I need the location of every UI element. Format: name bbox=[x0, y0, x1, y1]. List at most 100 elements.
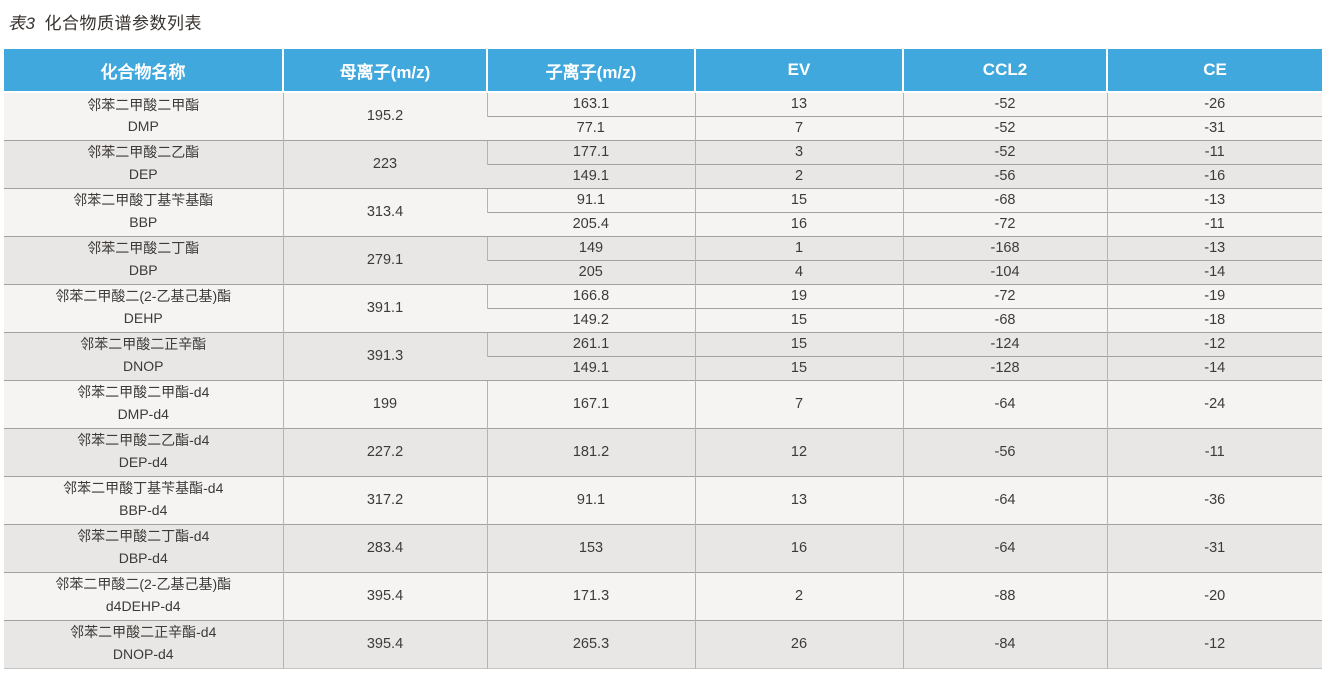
ce-cell: -24 bbox=[1106, 379, 1322, 428]
compound-name-cell: 邻苯二甲酸二正辛酯 DNOP bbox=[4, 331, 283, 380]
ccl2-cell: -88 bbox=[902, 571, 1107, 620]
compound-abbr: DBP-d4 bbox=[118, 550, 168, 566]
compound-name-cn: 邻苯二甲酸二乙酯 bbox=[87, 144, 200, 161]
daughter-ion-cell: 181.2 bbox=[486, 427, 695, 476]
table-header: 化合物名称 母离子(m/z) 子离子(m/z) EV CCL2 CE bbox=[4, 49, 1322, 93]
compound-name-cn: 邻苯二甲酸二甲酯 bbox=[87, 96, 200, 113]
ev-cell: 16 bbox=[694, 211, 903, 236]
compound-abbr: DMP bbox=[127, 118, 159, 135]
daughter-ion-cell: 91.1 bbox=[486, 187, 695, 212]
ce-cell: -13 bbox=[1106, 187, 1322, 212]
compound-name-cell: 邻苯二甲酸二甲酯-d4 DMP-d4 bbox=[4, 379, 283, 428]
ce-cell: -20 bbox=[1106, 571, 1322, 620]
table-row: 邻苯二甲酸二(2-乙基己基)酯 DEHP 391.1 166.8 19 -72 -19 bbox=[4, 283, 1322, 332]
compound-name-cell: 邻苯二甲酸二丁酯 DBP bbox=[4, 235, 283, 284]
ce-cell: -14 bbox=[1106, 259, 1322, 284]
table-body: 邻苯二甲酸二甲酯 DMP 195.2 163.1 13 -52 -26 77.1 7 -52 -31… bbox=[4, 92, 1322, 668]
ce-cell: -31 bbox=[1106, 115, 1322, 140]
compound-name-cn: 邻苯二甲酸丁基苄基酯-d4 bbox=[63, 480, 224, 497]
compound-abbr: DEP-d4 bbox=[118, 454, 168, 470]
table-title-text: 化合物质谱参数列表 bbox=[44, 14, 202, 33]
ev-cell: 12 bbox=[694, 427, 903, 476]
compound-name-cn: 邻苯二甲酸二(2-乙基己基)酯 bbox=[55, 288, 232, 305]
ev-cell: 19 bbox=[694, 283, 903, 308]
ccl2-cell: -128 bbox=[902, 355, 1107, 380]
ev-cell: 4 bbox=[694, 259, 903, 284]
compound-name-cell: 邻苯二甲酸二甲酯 DMP bbox=[4, 92, 283, 140]
compound-name-cn: 邻苯二甲酸二正辛酯-d4 bbox=[70, 624, 217, 641]
ccl2-cell: -64 bbox=[902, 379, 1107, 428]
ce-cell: -31 bbox=[1106, 523, 1322, 572]
compound-abbr: DBP bbox=[128, 262, 158, 278]
daughter-ion-cell: 163.1 bbox=[486, 92, 695, 116]
header-parent-ion: 母离子(m/z) bbox=[282, 49, 487, 93]
compound-name-cell: 邻苯二甲酸丁基苄基酯-d4 BBP-d4 bbox=[4, 475, 283, 524]
ccl2-cell: -68 bbox=[902, 187, 1107, 212]
table-row: 77.1 7 -52 -31 bbox=[4, 115, 1322, 140]
ccl2-cell: -52 bbox=[902, 139, 1107, 164]
table-title: 表3 化合物质谱参数列表 bbox=[0, 0, 1322, 34]
compound-abbr: DEHP bbox=[123, 310, 163, 326]
table-row: 邻苯二甲酸二乙酯 DEP 223 177.1 3 -52 -11 bbox=[4, 139, 1322, 188]
ev-cell: 13 bbox=[694, 475, 903, 524]
ev-cell: 7 bbox=[694, 379, 903, 428]
header-ccl2: CCL2 bbox=[902, 49, 1107, 93]
ccl2-cell: -72 bbox=[902, 283, 1107, 308]
ccl2-cell: -124 bbox=[902, 331, 1107, 356]
ccl2-cell: -84 bbox=[902, 619, 1107, 668]
compound-name-cell: 邻苯二甲酸丁基苄基酯 BBP bbox=[4, 187, 283, 236]
compound-abbr: BBP-d4 bbox=[119, 502, 168, 518]
ev-cell: 2 bbox=[694, 163, 903, 188]
ccl2-cell: -52 bbox=[902, 92, 1107, 116]
parent-ion-cell: 395.4 bbox=[282, 571, 487, 620]
compound-abbr: DNOP bbox=[123, 358, 164, 374]
table-row: 邻苯二甲酸二(2-乙基己基)酯 d4DEHP-d4 395.4 171.3 2 -88 -2… bbox=[4, 571, 1322, 620]
table-row: 邻苯二甲酸丁基苄基酯 BBP 313.4 91.1 15 -68 -13 bbox=[4, 187, 1322, 236]
daughter-ion-cell: 261.1 bbox=[486, 331, 695, 356]
ce-cell: -12 bbox=[1106, 619, 1322, 668]
parent-ion-cell: 195.2 bbox=[282, 92, 487, 140]
parent-ion-cell: 227.2 bbox=[282, 427, 487, 476]
header-daughter-ion: 子离子(m/z) bbox=[486, 49, 695, 93]
ccl2-cell: -64 bbox=[902, 475, 1107, 524]
compound-name-cn: 邻苯二甲酸丁基苄基酯 bbox=[73, 192, 214, 209]
ccl2-cell: -104 bbox=[902, 259, 1107, 284]
table-row: 149.1 15 -128 -14 bbox=[4, 355, 1322, 380]
ce-cell: -11 bbox=[1106, 427, 1322, 476]
compound-name-cell: 邻苯二甲酸二(2-乙基己基)酯 d4DEHP-d4 bbox=[4, 571, 283, 620]
ev-cell: 7 bbox=[694, 115, 903, 140]
ce-cell: -14 bbox=[1106, 355, 1322, 380]
table-row: 205 4 -104 -14 bbox=[4, 259, 1322, 284]
parent-ion-cell: 391.3 bbox=[282, 331, 487, 380]
ccl2-cell: -68 bbox=[902, 307, 1107, 332]
parent-ion-cell: 283.4 bbox=[282, 523, 487, 572]
table-row: 邻苯二甲酸二丁酯 DBP 279.1 149 1 -168 -13 bbox=[4, 235, 1322, 284]
table-row: 邻苯二甲酸二甲酯 DMP 195.2 163.1 13 -52 -26 bbox=[4, 92, 1322, 140]
ev-cell: 1 bbox=[694, 235, 903, 260]
daughter-ion-cell: 205.4 bbox=[487, 211, 695, 236]
table-row: 205.4 16 -72 -11 bbox=[4, 211, 1322, 236]
table-row: 149.1 2 -56 -16 bbox=[4, 163, 1322, 188]
ccl2-cell: -56 bbox=[902, 427, 1107, 476]
ev-cell: 3 bbox=[694, 139, 903, 164]
compound-name-cell: 邻苯二甲酸二乙酯 DEP bbox=[4, 139, 283, 188]
parent-ion-cell: 279.1 bbox=[282, 235, 487, 284]
ev-cell: 15 bbox=[694, 355, 903, 380]
compound-name-cn: 邻苯二甲酸二甲酯-d4 bbox=[77, 384, 210, 401]
daughter-ion-cell: 149 bbox=[486, 235, 695, 260]
ce-cell: -18 bbox=[1106, 307, 1322, 332]
ev-cell: 16 bbox=[694, 523, 903, 572]
ccl2-cell: -64 bbox=[902, 523, 1107, 572]
table-row: 邻苯二甲酸二乙酯-d4 DEP-d4 227.2 181.2 12 -56 -11 bbox=[4, 427, 1322, 476]
ev-cell: 15 bbox=[694, 307, 903, 332]
daughter-ion-cell: 265.3 bbox=[486, 619, 695, 668]
ev-cell: 15 bbox=[694, 187, 903, 212]
ev-cell: 13 bbox=[694, 92, 903, 116]
daughter-ion-cell: 149.1 bbox=[487, 355, 695, 380]
compound-abbr: BBP bbox=[129, 214, 158, 230]
parent-ion-cell: 395.4 bbox=[282, 619, 487, 668]
ccl2-cell: -52 bbox=[902, 115, 1107, 140]
compound-abbr: d4DEHP-d4 bbox=[105, 598, 181, 614]
header-compound-name: 化合物名称 bbox=[4, 49, 283, 93]
